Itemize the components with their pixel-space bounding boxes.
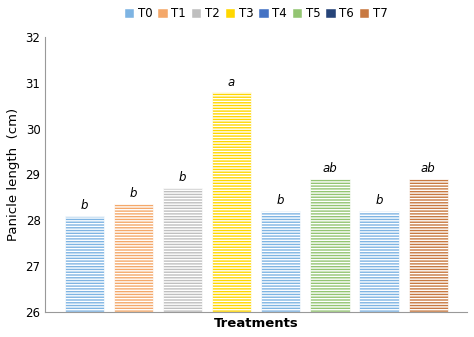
- Text: ab: ab: [322, 162, 337, 175]
- Bar: [163, 188, 202, 337]
- Bar: [114, 204, 153, 337]
- Legend: T0, T1, T2, T3, T4, T5, T6, T7: T0, T1, T2, T3, T4, T5, T6, T7: [122, 5, 390, 23]
- Bar: [359, 211, 399, 337]
- Text: b: b: [277, 194, 284, 207]
- X-axis label: Treatments: Treatments: [214, 317, 299, 330]
- Text: b: b: [81, 199, 88, 212]
- Y-axis label: Panicle length  (cm): Panicle length (cm): [7, 108, 20, 241]
- Bar: [212, 92, 251, 337]
- Text: b: b: [129, 187, 137, 201]
- Text: ab: ab: [421, 162, 436, 175]
- Bar: [64, 216, 104, 337]
- Text: a: a: [228, 75, 235, 89]
- Bar: [261, 211, 301, 337]
- Text: b: b: [179, 172, 186, 184]
- Bar: [409, 179, 448, 337]
- Text: b: b: [375, 194, 383, 207]
- Bar: [310, 179, 350, 337]
